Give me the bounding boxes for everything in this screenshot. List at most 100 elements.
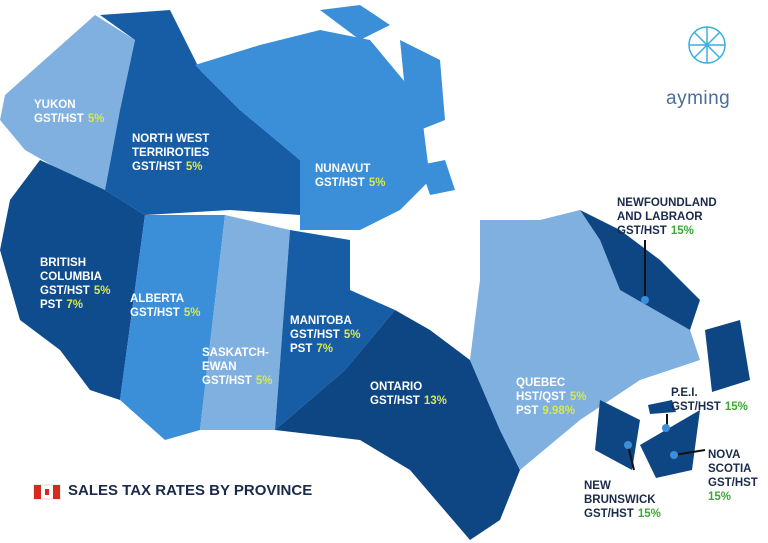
tax-rate: 5% — [569, 391, 587, 403]
region-label: NORTH WEST TERRIROTIES GST/HST 5% — [132, 132, 209, 174]
pei — [648, 400, 676, 414]
tax-rate: 9.98% — [542, 405, 575, 417]
marker — [662, 424, 670, 432]
tax-label: GST/HST — [708, 477, 758, 489]
marker — [624, 441, 632, 449]
northwest-territories — [100, 10, 300, 215]
tax-line: GST/HST 13% — [370, 394, 447, 408]
nova-scotia — [640, 410, 700, 478]
region-name: QUEBEC — [516, 377, 566, 389]
region-name: ONTARIO — [370, 381, 423, 393]
tax-label: GST/HST — [584, 508, 634, 520]
region-name: YUKON — [34, 99, 76, 111]
region-label: NEW BRUNSWICK GST/HST 15% — [584, 479, 661, 521]
marker — [670, 451, 678, 459]
tax-line: GST/HST 15% — [708, 476, 758, 504]
region-name: NEW — [584, 480, 611, 492]
tax-label: GST/HST — [34, 113, 84, 125]
alberta — [120, 215, 225, 440]
tax-label: PST — [516, 405, 539, 417]
newfoundland-island — [705, 320, 750, 392]
tax-line: PST 9.98% — [516, 404, 586, 418]
tax-label: GST/HST — [370, 395, 420, 407]
tax-label: GST/HST — [202, 375, 252, 387]
tax-line: GST/HST 15% — [671, 400, 748, 414]
region-label: NOVA SCOTIA GST/HST 15% — [708, 448, 758, 504]
region-name: BRITISH — [40, 257, 86, 269]
tax-rate: 5% — [343, 329, 361, 341]
region-name: NOVA — [708, 449, 741, 461]
region-name: TERRIROTIES — [132, 147, 210, 159]
tax-rate: 7% — [316, 343, 333, 355]
leader-line — [627, 444, 635, 471]
region-name: ALBERTA — [130, 293, 185, 305]
tax-rate: 5% — [93, 285, 111, 297]
tax-rate: 15% — [637, 508, 661, 520]
tax-label: GST/HST — [671, 401, 721, 413]
tax-rate: 15% — [670, 225, 694, 237]
region-label: NEWFOUNDLAND AND LABRAOR GST/HST 15% — [617, 196, 717, 238]
flag — [33, 484, 61, 500]
yukon — [0, 15, 135, 190]
leader-line — [673, 449, 706, 456]
tax-label: GST/HST — [132, 161, 182, 173]
region-label: MANITOBA GST/HST 5% PST 7% — [290, 314, 360, 356]
region-label: YUKON GST/HST 5% — [34, 98, 104, 126]
newfoundland-labrador — [580, 210, 700, 330]
marker — [641, 296, 649, 304]
new-brunswick — [595, 400, 640, 470]
region-label: ALBERTA GST/HST 5% — [130, 292, 200, 320]
region-name: NEWFOUNDLAND — [617, 197, 717, 209]
region-label: ONTARIO GST/HST 13% — [370, 380, 447, 408]
tax-rate: 15% — [724, 401, 748, 413]
british-columbia — [0, 160, 145, 400]
nunavut-island — [320, 5, 390, 40]
region-label: SASKATCH- EWAN GST/HST 5% — [202, 346, 272, 388]
manitoba — [275, 230, 395, 430]
tax-label: GST/HST — [315, 177, 365, 189]
logo-text: ayming — [666, 88, 731, 109]
tax-label: GST/HST — [617, 225, 667, 237]
ontario — [275, 310, 520, 540]
region-name: COLUMBIA — [40, 271, 102, 283]
region-name: NUNAVUT — [315, 163, 371, 175]
tax-line: GST/HST 5% — [132, 160, 209, 174]
tax-line: PST 7% — [290, 342, 360, 356]
tax-line: GST/HST 5% — [315, 176, 385, 190]
tax-line: HST/QST 5% — [516, 390, 586, 404]
tax-rate: 5% — [185, 161, 203, 173]
region-name: MANITOBA — [290, 315, 352, 327]
tax-label: PST — [290, 343, 313, 355]
region-name: BRUNSWICK — [584, 494, 656, 506]
tax-rate: 5% — [87, 113, 105, 125]
nunavut-island — [420, 160, 455, 195]
region-label: NUNAVUT GST/HST 5% — [315, 162, 385, 190]
tax-line: GST/HST 5% — [130, 306, 200, 320]
tax-line: GST/HST 5% — [290, 328, 360, 342]
region-label: BRITISH COLUMBIA GST/HST 5% PST 7% — [40, 256, 110, 312]
logo-icon — [688, 26, 726, 64]
region-name: NORTH WEST — [132, 133, 210, 145]
region-label: QUEBEC HST/QST 5% PST 9.98% — [516, 376, 586, 418]
tax-label: GST/HST — [40, 285, 90, 297]
region-name: SCOTIA — [708, 463, 752, 475]
tax-line: GST/HST 15% — [617, 224, 717, 238]
tax-line: GST/HST 15% — [584, 507, 661, 521]
nunavut — [195, 30, 430, 230]
tax-line: GST/HST 5% — [202, 374, 272, 388]
region-label: P.E.I. GST/HST 15% — [671, 386, 748, 414]
region-name: SASKATCH- — [202, 347, 269, 359]
tax-line: GST/HST 5% — [34, 112, 104, 126]
leaders — [627, 240, 706, 471]
tax-label: PST — [40, 299, 63, 311]
tax-rate: 13% — [423, 395, 447, 407]
map-title: SALES TAX RATES BY PROVINCE — [68, 482, 313, 499]
tax-rate: 5% — [368, 177, 386, 189]
tax-line: GST/HST 5% — [40, 284, 110, 298]
region-name: EWAN — [202, 361, 237, 373]
region-name: P.E.I. — [671, 387, 698, 399]
tax-line: PST 7% — [40, 298, 110, 312]
tax-rate: 7% — [66, 299, 83, 311]
region-name: AND LABRAOR — [617, 211, 703, 223]
